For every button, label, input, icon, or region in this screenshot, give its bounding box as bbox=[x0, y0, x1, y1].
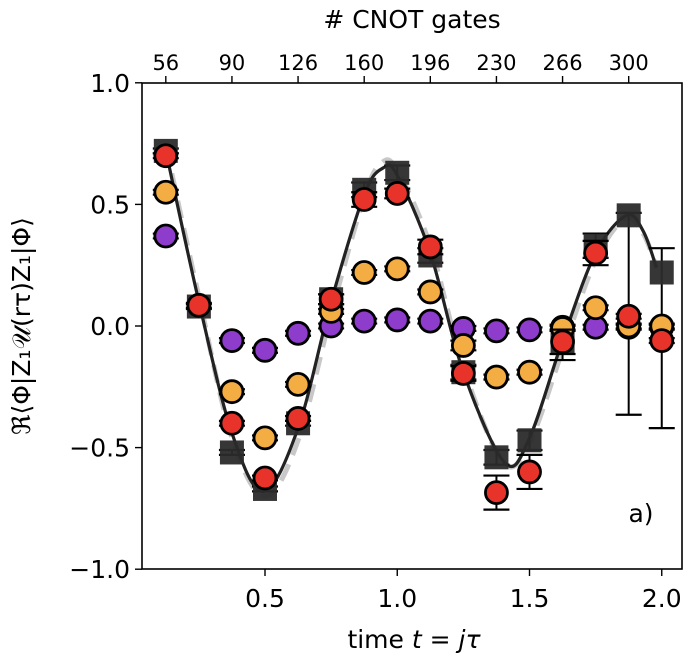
purple-point-marker bbox=[417, 308, 443, 334]
red-point-marker bbox=[351, 187, 377, 212]
x-axis-title-t: t bbox=[412, 625, 423, 654]
series-red bbox=[152, 143, 675, 511]
top-x-tick-label: 160 bbox=[344, 51, 384, 75]
purple-point-marker bbox=[517, 317, 542, 343]
red-point-marker bbox=[153, 143, 179, 169]
orange-point-marker bbox=[517, 359, 542, 385]
purple-point-marker bbox=[153, 223, 179, 249]
orange-point-marker bbox=[583, 295, 609, 321]
orange-point-marker bbox=[285, 371, 311, 397]
x-axis-title-j: j bbox=[456, 625, 466, 654]
orange-point-marker bbox=[219, 379, 245, 405]
red-point-marker bbox=[384, 181, 410, 206]
x-axis-title-text: time bbox=[347, 625, 411, 654]
reference-curve-dashed bbox=[163, 145, 659, 499]
purple-point-marker bbox=[219, 328, 245, 353]
red-point-marker bbox=[550, 329, 575, 355]
square-point-marker bbox=[649, 260, 674, 285]
red-point-marker bbox=[318, 286, 344, 312]
red-point-marker bbox=[517, 459, 542, 485]
top-x-tick-label: 266 bbox=[543, 51, 583, 75]
red-point-marker bbox=[285, 406, 311, 431]
orange-point-marker bbox=[484, 364, 509, 390]
y-tick-label: −0.5 bbox=[69, 434, 130, 463]
square-point-marker bbox=[616, 203, 641, 228]
red-point-marker bbox=[417, 234, 443, 260]
x-tick-label: 0.5 bbox=[245, 584, 285, 613]
top-x-tick-label: 230 bbox=[476, 51, 516, 75]
orange-point-marker bbox=[417, 279, 443, 305]
x-axis-title: time t = jτ bbox=[347, 625, 481, 654]
x-axis-title-equals: = bbox=[422, 625, 459, 654]
square-point-marker bbox=[484, 445, 509, 470]
y-tick-label: 1.0 bbox=[90, 69, 130, 98]
fit-curve-solid bbox=[164, 150, 658, 493]
red-point-marker bbox=[450, 361, 476, 386]
purple-point-marker bbox=[484, 318, 509, 344]
orange-point-marker bbox=[384, 256, 410, 282]
y-tick-label: −1.0 bbox=[69, 555, 130, 584]
x-tick-label: 2.0 bbox=[642, 584, 682, 613]
red-point-marker bbox=[484, 480, 509, 505]
x-axis-title-tau: τ bbox=[465, 625, 481, 654]
purple-point-marker bbox=[351, 308, 377, 334]
red-point-marker bbox=[583, 240, 609, 266]
y-tick-label: 0.5 bbox=[90, 190, 130, 219]
red-point-marker bbox=[616, 303, 642, 329]
orange-point-marker bbox=[252, 425, 278, 451]
purple-point-marker bbox=[384, 307, 410, 333]
y-axis-title: ℜ⟨Φ|Z₁𝒰(rτ)Z₁|Φ⟩ bbox=[7, 217, 36, 435]
orange-point-marker bbox=[450, 333, 476, 358]
y-tick-label: 0.0 bbox=[90, 312, 130, 341]
axes-layer: 0.5 1.0 1.5 2.0 1.0 0.5 0.0 −0.5 −1.0 56 90 126 160 1… bbox=[69, 51, 681, 613]
top-x-tick-label: 90 bbox=[219, 51, 246, 75]
x-tick-label: 1.0 bbox=[377, 584, 417, 613]
red-point-marker bbox=[186, 292, 212, 318]
square-point-marker bbox=[385, 160, 410, 185]
top-axis-title: # CNOT gates bbox=[323, 5, 500, 34]
purple-point-marker bbox=[252, 337, 278, 363]
orange-point-marker bbox=[153, 179, 179, 205]
panel-label: a) bbox=[628, 499, 653, 528]
x-tick-label: 1.5 bbox=[510, 584, 550, 613]
red-point-marker bbox=[649, 328, 675, 353]
square-point-marker bbox=[219, 440, 244, 465]
top-x-tick-label: 126 bbox=[278, 51, 318, 75]
data-marks-layer bbox=[152, 138, 675, 511]
series-orange bbox=[152, 179, 675, 451]
purple-point-marker bbox=[285, 320, 311, 346]
red-point-marker bbox=[252, 465, 278, 491]
top-x-tick-label: 56 bbox=[152, 51, 179, 75]
orange-point-marker bbox=[351, 260, 377, 285]
square-point-marker bbox=[517, 428, 542, 453]
top-x-tick-label: 300 bbox=[609, 51, 649, 75]
top-x-tick-label: 196 bbox=[410, 51, 450, 75]
red-point-marker bbox=[219, 410, 245, 436]
